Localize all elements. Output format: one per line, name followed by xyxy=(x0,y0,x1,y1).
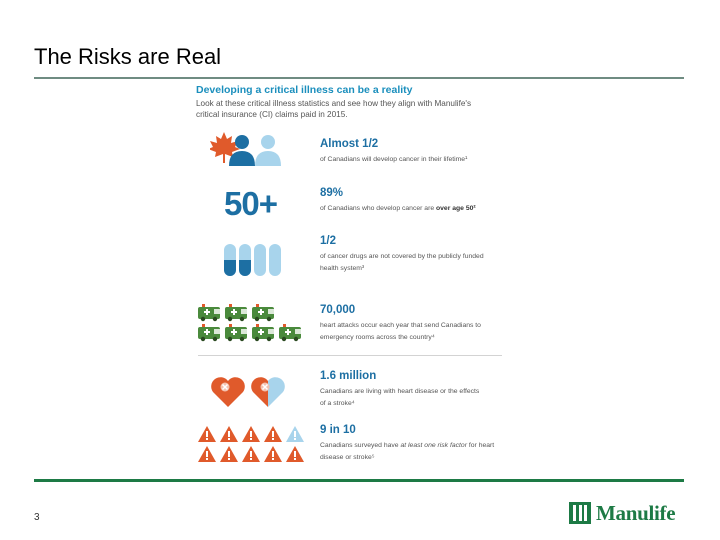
pill-capsules-icon xyxy=(224,244,281,276)
stat-desc: Canadians are living with heart disease … xyxy=(320,388,480,407)
ambulance-icon xyxy=(198,304,220,322)
stat-risk-factor: 9 in 10 Canadians surveyed have at least… xyxy=(320,424,495,463)
stat-desc-text: of Canadians who develop cancer are xyxy=(320,205,436,212)
warning-triangle-icon xyxy=(220,446,238,462)
stat-value: 9 in 10 xyxy=(320,424,356,436)
maple-leaf-person-icon xyxy=(210,132,281,166)
infographic-intro: Look at these critical illness statistic… xyxy=(196,99,472,119)
warning-triangle-icon xyxy=(286,426,304,442)
pill-capsule-icon xyxy=(224,244,236,276)
ambulance-icon xyxy=(225,304,247,322)
manulife-logo: Manulife xyxy=(569,500,676,525)
heart-half-icon xyxy=(251,377,285,407)
stat-desc-text: Canadians surveyed have xyxy=(320,442,401,449)
ambulance-icon xyxy=(252,324,274,342)
stat-heart-disease: 1.6 million Canadians are living with he… xyxy=(320,370,480,409)
warning-triangle-icon xyxy=(198,426,216,442)
stat-desc: of Canadians will develop cancer in thei… xyxy=(320,156,468,163)
stat-value: Almost 1/2 xyxy=(320,138,379,150)
stat-value: 1.6 million xyxy=(320,370,377,382)
warning-triangle-icon xyxy=(242,426,260,442)
warning-triangle-icon xyxy=(286,446,304,462)
warning-triangle-icon xyxy=(220,426,238,442)
section-divider xyxy=(198,355,502,356)
stat-desc: of Canadians who develop cancer are over… xyxy=(320,203,510,215)
stat-desc-emphasis: at least one risk factor xyxy=(400,442,467,449)
warning-triangles-icon xyxy=(198,426,304,462)
stat-heart-attacks: 70,000 heart attacks occur each year tha… xyxy=(320,304,500,343)
stat-cancer-lifetime: Almost 1/2 of Canadians will develop can… xyxy=(320,138,510,166)
stat-desc: Canadians surveyed have at least one ris… xyxy=(320,440,495,463)
age-badge: 50+ xyxy=(224,185,278,222)
stat-cancer-age: 89% of Canadians who develop cancer are … xyxy=(320,187,510,215)
heart-icon xyxy=(211,377,245,407)
stat-cancer-drugs: 1/2 of cancer drugs are not covered by t… xyxy=(320,235,485,274)
ambulance-icon xyxy=(225,324,247,342)
ambulance-icon xyxy=(252,304,274,322)
stat-value: 89% xyxy=(320,187,344,199)
person-light-icon xyxy=(255,135,281,166)
warning-triangle-icon xyxy=(264,446,282,462)
stat-desc: of cancer drugs are not covered by the p… xyxy=(320,253,484,272)
warning-triangle-icon xyxy=(242,446,260,462)
stat-desc-emphasis: over age 50² xyxy=(436,205,476,212)
ambulance-icon xyxy=(198,324,220,342)
person-dark-icon xyxy=(229,135,255,166)
pill-capsule-icon xyxy=(269,244,281,276)
stat-value: 70,000 xyxy=(320,304,356,316)
ambulance-icon xyxy=(279,324,301,342)
warning-triangle-icon xyxy=(264,426,282,442)
warning-triangle-icon xyxy=(198,446,216,462)
ambulances-icon xyxy=(198,304,301,342)
logo-text: Manulife xyxy=(596,500,676,525)
manulife-logo-icon xyxy=(569,502,591,524)
stat-value: 1/2 xyxy=(320,235,336,247)
pill-capsule-icon xyxy=(239,244,251,276)
infographic-heading: Developing a critical illness can be a r… xyxy=(196,84,413,96)
title-rule xyxy=(34,77,684,79)
pill-capsule-icon xyxy=(254,244,266,276)
footer-rule xyxy=(34,479,684,482)
infographic: Developing a critical illness can be a r… xyxy=(196,84,506,469)
slide-title: The Risks are Real xyxy=(34,44,222,69)
page-number: 3 xyxy=(34,512,40,523)
hearts-icon xyxy=(211,377,285,407)
stat-desc: heart attacks occur each year that send … xyxy=(320,322,481,341)
stat-desc-text: for heart disease or stroke⁵ xyxy=(320,442,495,461)
